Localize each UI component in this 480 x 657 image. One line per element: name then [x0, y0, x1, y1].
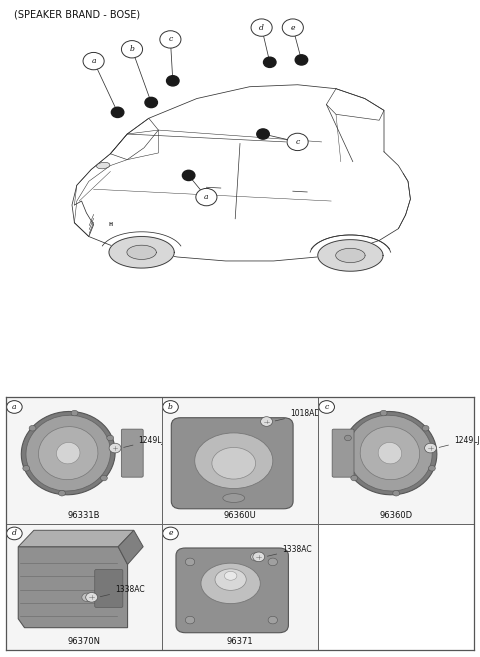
Ellipse shape — [223, 493, 245, 503]
Ellipse shape — [212, 447, 256, 479]
Ellipse shape — [360, 426, 420, 480]
Text: d: d — [12, 530, 17, 537]
Text: 1338AC: 1338AC — [267, 545, 312, 556]
Ellipse shape — [215, 569, 246, 591]
Circle shape — [429, 466, 435, 471]
Circle shape — [83, 53, 104, 70]
Circle shape — [71, 410, 78, 416]
Text: 96371: 96371 — [227, 637, 253, 646]
Ellipse shape — [378, 442, 402, 464]
Ellipse shape — [26, 415, 110, 491]
Text: b: b — [168, 403, 173, 411]
Circle shape — [257, 129, 269, 139]
Circle shape — [345, 435, 351, 441]
Circle shape — [111, 107, 124, 118]
Ellipse shape — [96, 162, 110, 169]
Circle shape — [100, 475, 108, 481]
Circle shape — [163, 527, 178, 540]
Ellipse shape — [21, 411, 115, 495]
Text: 96360D: 96360D — [380, 510, 413, 520]
Circle shape — [59, 490, 65, 496]
Text: 1249LJ: 1249LJ — [439, 436, 480, 447]
Polygon shape — [109, 237, 174, 268]
Polygon shape — [18, 530, 134, 547]
Text: b: b — [130, 45, 134, 53]
Circle shape — [7, 401, 22, 413]
Circle shape — [351, 475, 358, 481]
Circle shape — [107, 435, 114, 441]
Circle shape — [261, 417, 273, 426]
Text: H: H — [108, 222, 112, 227]
Circle shape — [295, 55, 308, 65]
Text: a: a — [91, 57, 96, 65]
Ellipse shape — [195, 433, 273, 489]
Text: 1338AC: 1338AC — [100, 585, 144, 597]
Text: 96370N: 96370N — [67, 637, 100, 646]
Circle shape — [251, 19, 272, 36]
Circle shape — [393, 490, 400, 496]
Circle shape — [185, 616, 195, 624]
Circle shape — [268, 616, 277, 624]
Polygon shape — [18, 547, 128, 627]
FancyBboxPatch shape — [176, 548, 288, 633]
Circle shape — [163, 401, 178, 413]
Circle shape — [86, 593, 97, 602]
Text: 96360U: 96360U — [224, 510, 256, 520]
Circle shape — [145, 97, 157, 108]
Circle shape — [29, 426, 36, 431]
Circle shape — [282, 19, 303, 36]
Ellipse shape — [343, 411, 437, 495]
Text: c: c — [296, 138, 300, 146]
Polygon shape — [336, 248, 365, 263]
Circle shape — [380, 410, 387, 416]
Circle shape — [182, 170, 195, 181]
Text: e: e — [290, 24, 295, 32]
Circle shape — [422, 426, 429, 431]
Text: 1018AD: 1018AD — [275, 409, 320, 421]
Circle shape — [425, 443, 436, 453]
Text: a: a — [12, 403, 17, 411]
Polygon shape — [118, 530, 143, 564]
Text: c: c — [168, 35, 172, 43]
Circle shape — [196, 189, 217, 206]
Text: 1249LJ: 1249LJ — [124, 436, 164, 447]
Circle shape — [185, 558, 195, 566]
Polygon shape — [127, 245, 156, 260]
Ellipse shape — [38, 426, 98, 480]
Text: a: a — [204, 193, 209, 201]
Circle shape — [23, 466, 30, 471]
Ellipse shape — [201, 563, 260, 604]
FancyBboxPatch shape — [121, 429, 143, 477]
Text: (SPEAKER BRAND - BOSE): (SPEAKER BRAND - BOSE) — [14, 10, 141, 20]
Circle shape — [167, 76, 179, 86]
Ellipse shape — [348, 415, 432, 491]
Circle shape — [7, 527, 22, 540]
Polygon shape — [318, 240, 383, 271]
Circle shape — [319, 401, 335, 413]
Circle shape — [121, 41, 143, 58]
FancyBboxPatch shape — [171, 418, 293, 509]
Text: d: d — [259, 24, 264, 32]
Circle shape — [287, 133, 308, 150]
Text: c: c — [324, 403, 329, 411]
FancyBboxPatch shape — [332, 429, 354, 477]
Text: e: e — [168, 530, 173, 537]
Circle shape — [253, 552, 264, 562]
Circle shape — [264, 57, 276, 68]
FancyBboxPatch shape — [95, 570, 123, 608]
Ellipse shape — [57, 442, 80, 464]
Circle shape — [160, 31, 181, 48]
Circle shape — [251, 553, 261, 561]
Circle shape — [268, 558, 277, 566]
Circle shape — [262, 417, 272, 426]
Circle shape — [82, 593, 92, 602]
Text: 96331B: 96331B — [68, 510, 100, 520]
Ellipse shape — [224, 572, 237, 580]
Circle shape — [109, 443, 121, 453]
